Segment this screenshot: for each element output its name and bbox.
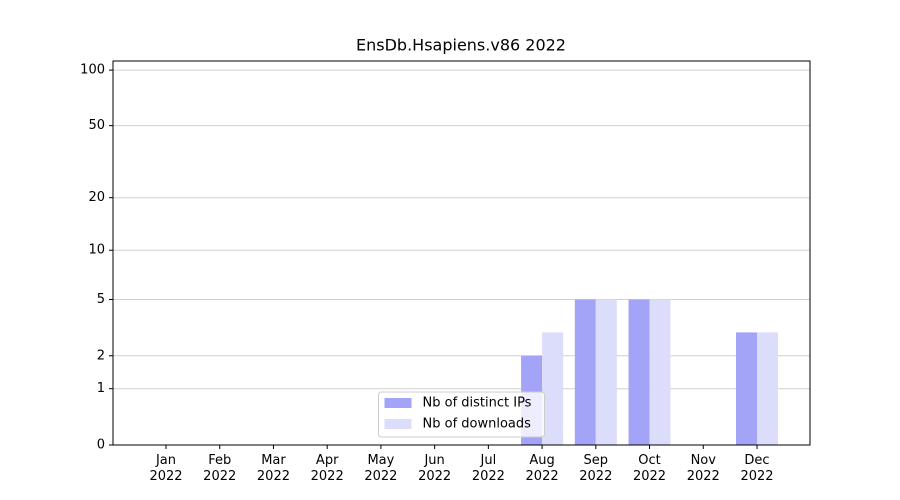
y-tick-label: 100: [80, 63, 105, 78]
y-tick-label: 0: [97, 438, 105, 453]
x-tick-label: Dec 2022: [740, 453, 774, 484]
bar: [595, 299, 617, 445]
legend-label: Nb of distinct IPs: [423, 396, 532, 411]
bar: [574, 299, 596, 445]
x-tick-label: Apr 2022: [310, 453, 344, 484]
bar: [649, 299, 671, 445]
x-tick-label: Jul 2022: [471, 453, 505, 484]
x-tick-label: Jun 2022: [418, 453, 452, 484]
legend-box: [378, 391, 545, 438]
plot-frame: [112, 60, 811, 446]
y-tick-label: 10: [88, 243, 105, 258]
legend-label: Nb of downloads: [423, 417, 532, 432]
bar: [736, 332, 757, 445]
x-tick-label: Jan 2022: [149, 453, 183, 484]
x-tick-label: Mar 2022: [256, 453, 290, 484]
bar: [542, 332, 564, 445]
legend-swatch: [384, 419, 412, 429]
y-tick-label: 2: [97, 348, 105, 363]
chart-title: EnsDb.Hsapiens.v86 2022: [356, 36, 566, 55]
x-tick-label: Feb 2022: [203, 453, 237, 484]
y-tick-label: 5: [97, 292, 105, 307]
legend-swatch: [384, 398, 412, 408]
y-tick-label: 50: [88, 118, 105, 133]
x-tick-label: Nov 2022: [686, 453, 720, 484]
x-tick-label: Aug 2022: [525, 453, 559, 484]
y-tick-label: 1: [97, 381, 105, 396]
legend: Nb of distinct IPs Nb of downloads: [378, 391, 545, 438]
bar: [628, 299, 650, 445]
bar: [757, 332, 778, 445]
x-tick-label: Sep 2022: [579, 453, 613, 484]
x-tick-label: May 2022: [364, 453, 398, 484]
x-tick-label: Oct 2022: [632, 453, 667, 484]
y-tick-label: 20: [88, 190, 105, 205]
